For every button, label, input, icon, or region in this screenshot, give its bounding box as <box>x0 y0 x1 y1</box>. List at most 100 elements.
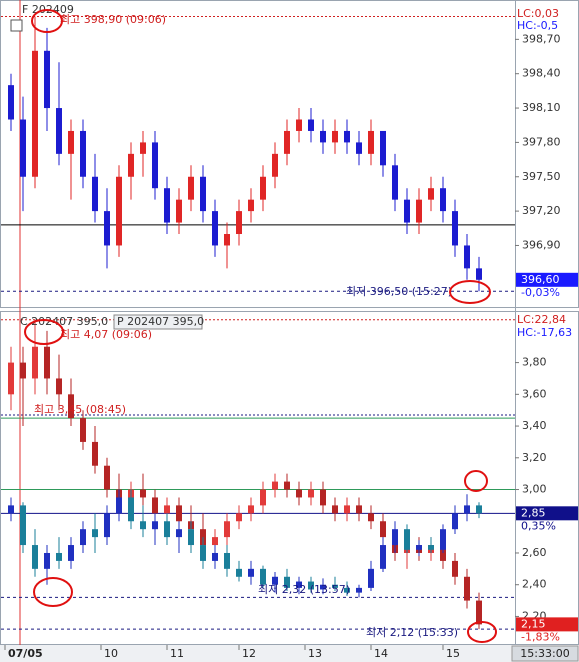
candle-body <box>308 581 314 590</box>
annotation: 최저 2,12 (15:33) <box>366 626 458 639</box>
annotation: 최저 2,32 (13:57) <box>258 583 350 596</box>
circle <box>24 319 64 345</box>
candle-body <box>68 545 74 561</box>
info-label: LC:0,03 <box>517 7 559 20</box>
annotation: 최고 3,45 (08:45) <box>34 403 126 416</box>
series-name-box <box>113 314 203 330</box>
last-price-box <box>516 506 578 521</box>
candle-body <box>44 50 50 109</box>
x-tick-label: 14 <box>374 647 388 660</box>
candle-body <box>368 513 374 522</box>
candle-body <box>32 545 38 569</box>
y-tick-label: 3,40 <box>522 419 547 432</box>
candle-body <box>80 418 86 442</box>
candle-body <box>260 489 266 506</box>
candle-body <box>248 568 254 577</box>
overlay: 396,90 397,20 397,50 397,80 398,10 398,40 398,… <box>8 3 579 662</box>
x-tick-label: 13 <box>308 647 322 660</box>
candle-body <box>464 245 470 269</box>
candle-body <box>284 130 290 154</box>
y-tick-label: 396,90 <box>522 238 561 251</box>
candle-body <box>20 119 26 177</box>
candle-body <box>116 176 122 246</box>
candle-body <box>272 481 278 490</box>
candle-body <box>152 497 158 514</box>
last-price-label: 2,15 <box>521 617 546 630</box>
candle-body <box>320 584 326 590</box>
candle-body <box>44 552 50 569</box>
candle-body <box>464 576 470 601</box>
x-tick-label: 10 <box>104 647 118 660</box>
candle-body <box>260 568 266 585</box>
candle-body <box>224 234 230 246</box>
candle-body <box>20 505 26 546</box>
annotation: 최고 4,07 (09:06) <box>60 328 152 341</box>
change-label: -1,83% <box>521 630 560 643</box>
candle-body <box>92 441 98 466</box>
x-tick-label: 12 <box>242 647 256 660</box>
series-name[interactable]: P 202407 395,0 <box>117 315 204 328</box>
candle-body <box>296 581 302 588</box>
candle-body <box>152 521 158 530</box>
annotation: 최고 398,90 (09:06) <box>60 13 166 26</box>
candle-body <box>368 568 374 588</box>
candle-body <box>164 505 170 514</box>
y-tick-label: 397,80 <box>522 135 561 148</box>
y-tick-label: 2,60 <box>522 546 547 559</box>
cursor-label-box <box>511 645 579 662</box>
y-tick-label: 3,00 <box>522 483 547 496</box>
candle-body <box>176 505 182 522</box>
x-tick-label: 07/05 <box>8 647 43 660</box>
candle-body <box>272 576 278 585</box>
candle-body <box>320 130 326 143</box>
candle-body <box>164 521 170 538</box>
candle-body <box>104 465 110 490</box>
candle-body <box>188 529 194 546</box>
candle-body <box>212 537 218 546</box>
candle-body <box>128 497 134 522</box>
candle-body <box>212 211 218 246</box>
info-label: HC:-17,63 <box>517 326 572 339</box>
candle-body <box>476 268 482 280</box>
candle-body <box>176 529 182 538</box>
settings-icon[interactable] <box>10 19 23 32</box>
candle-body <box>56 552 62 561</box>
candle-body <box>236 513 242 522</box>
candle-body <box>476 505 482 514</box>
candle-body <box>344 505 350 514</box>
candle-body <box>380 545 386 569</box>
candle-body <box>332 584 338 588</box>
candle-body <box>224 521 230 538</box>
candle-body <box>404 199 410 223</box>
candle-body <box>452 211 458 246</box>
candle-body <box>248 199 254 212</box>
candle-body <box>176 199 182 223</box>
last-price-label: 2,85 <box>521 506 546 519</box>
candle-body <box>80 529 86 546</box>
series-name[interactable]: C 202407 395,0 <box>20 315 108 328</box>
candle-body <box>200 176 206 212</box>
candle-body <box>140 142 146 154</box>
candle-body <box>20 362 26 379</box>
candle-body <box>332 505 338 514</box>
candle-body <box>188 176 194 200</box>
candle-body <box>212 552 218 561</box>
candle-body <box>104 513 110 538</box>
y-tick-label: 397,50 <box>522 170 561 183</box>
candle-body <box>44 346 50 379</box>
candle-body <box>8 362 14 395</box>
candle-body <box>236 568 242 577</box>
candle-body <box>152 142 158 189</box>
candle-body <box>332 130 338 143</box>
candle-body <box>164 188 170 223</box>
circle <box>31 9 63 33</box>
candle-body <box>140 489 146 498</box>
candle-body <box>236 211 242 235</box>
candle-body <box>260 176 266 200</box>
candle-body <box>296 119 302 131</box>
y-tick-label: 398,10 <box>522 101 561 114</box>
circle <box>449 280 491 304</box>
candle-body <box>104 211 110 246</box>
